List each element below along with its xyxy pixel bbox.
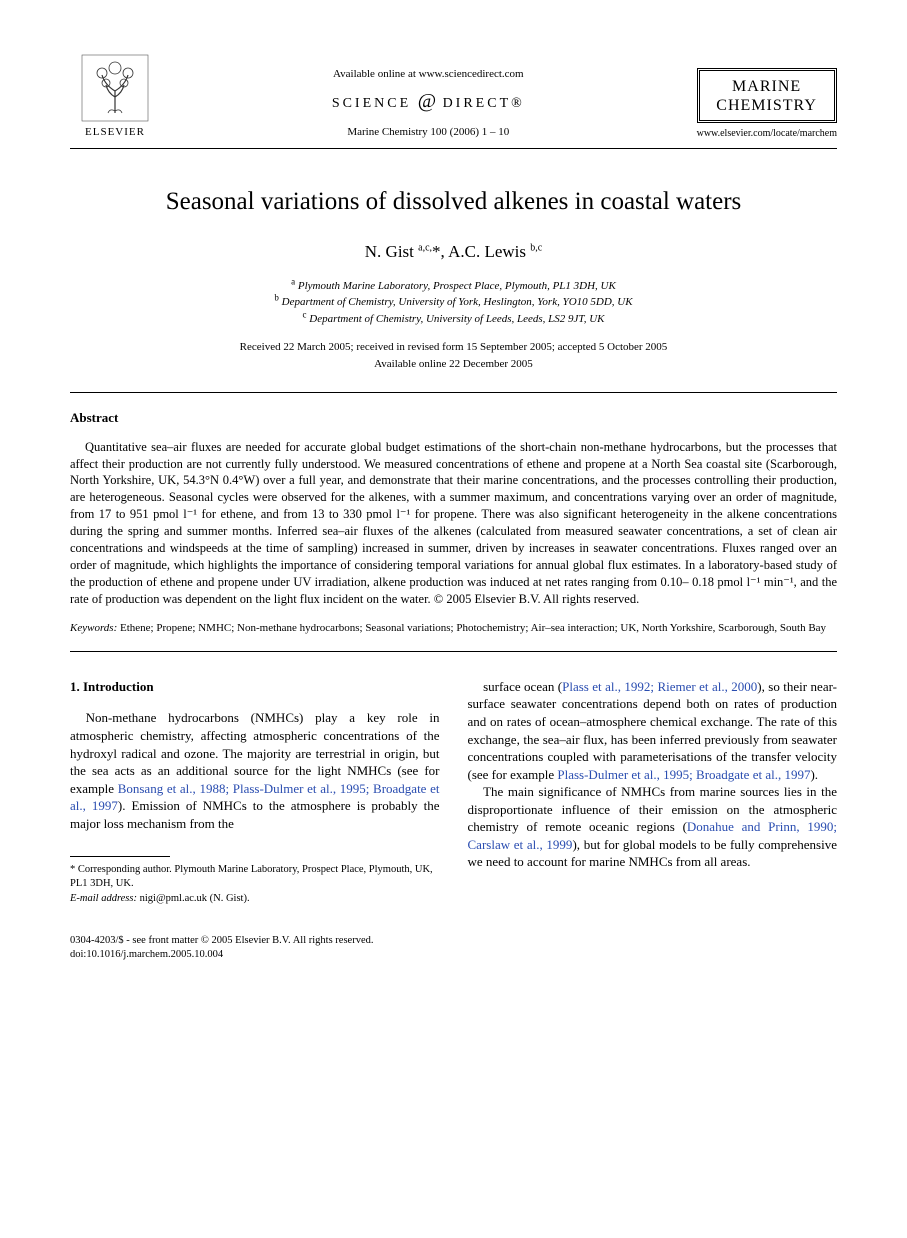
journal-url: www.elsevier.com/locate/marchem xyxy=(697,127,837,141)
copyright-line: 0304-4203/$ - see front matter © 2005 El… xyxy=(70,934,837,948)
sciencedirect-logo: SCIENCE @ DIRECT® xyxy=(170,88,687,115)
intro-para-1-right: surface ocean (Plass et al., 1992; Rieme… xyxy=(468,678,838,783)
article-title: Seasonal variations of dissolved alkenes… xyxy=(70,185,837,219)
intro-para-2-right: The main significance of NMHCs from mari… xyxy=(468,783,838,871)
abstract-heading: Abstract xyxy=(70,409,837,427)
dates-online: Available online 22 December 2005 xyxy=(70,356,837,373)
elsevier-tree-icon xyxy=(80,53,150,123)
sd-left: SCIENCE xyxy=(332,96,411,111)
publisher-name: ELSEVIER xyxy=(85,125,145,140)
author-2: A.C. Lewis b,c xyxy=(448,242,542,261)
section-1-heading: 1. Introduction xyxy=(70,678,440,696)
doi-line: doi:10.1016/j.marchem.2005.10.004 xyxy=(70,948,837,962)
author-1: N. Gist a,c,* xyxy=(365,242,441,261)
journal-title-box: MARINE CHEMISTRY xyxy=(697,68,837,122)
abstract-rule-top xyxy=(70,392,837,393)
publisher-logo: ELSEVIER xyxy=(70,40,160,140)
body-columns: 1. Introduction Non-methane hydrocarbons… xyxy=(70,678,837,906)
article-dates: Received 22 March 2005; received in revi… xyxy=(70,339,837,372)
sd-right: DIRECT® xyxy=(443,96,525,111)
email-label: E-mail address: xyxy=(70,893,137,904)
header-rule xyxy=(70,148,837,149)
footnote-email: E-mail address: nigi@pml.ac.uk (N. Gist)… xyxy=(70,892,440,906)
authors-line: N. Gist a,c,*, A.C. Lewis b,c xyxy=(70,241,837,264)
citation-line: Marine Chemistry 100 (2006) 1 – 10 xyxy=(170,125,687,140)
footnote-corr: * Corresponding author. Plymouth Marine … xyxy=(70,863,440,891)
affiliation-c: c Department of Chemistry, University of… xyxy=(70,311,837,328)
page-header: ELSEVIER Available online at www.science… xyxy=(70,40,837,140)
journal-branding: MARINE CHEMISTRY www.elsevier.com/locate… xyxy=(697,68,837,140)
affiliations: a Plymouth Marine Laboratory, Prospect P… xyxy=(70,278,837,328)
right-column: surface ocean (Plass et al., 1992; Rieme… xyxy=(468,678,838,906)
corresponding-author-footnote: * Corresponding author. Plymouth Marine … xyxy=(70,863,440,906)
copyright-doi: 0304-4203/$ - see front matter © 2005 El… xyxy=(70,934,837,962)
email-value: nigi@pml.ac.uk (N. Gist). xyxy=(140,893,250,904)
ref-link-3[interactable]: Plass-Dulmer et al., 1995; Broadgate et … xyxy=(557,767,810,782)
abstract-rule-bottom xyxy=(70,651,837,652)
affiliation-a: a Plymouth Marine Laboratory, Prospect P… xyxy=(70,278,837,295)
keywords: Keywords: Ethene; Propene; NMHC; Non-met… xyxy=(70,621,837,636)
keywords-label: Keywords: xyxy=(70,622,117,634)
abstract-text: Quantitative sea–air fluxes are needed f… xyxy=(70,439,837,608)
intro-para-1-left: Non-methane hydrocarbons (NMHCs) play a … xyxy=(70,709,440,832)
affiliation-b: b Department of Chemistry, University of… xyxy=(70,294,837,311)
keywords-text: Ethene; Propene; NMHC; Non-methane hydro… xyxy=(120,622,826,634)
left-column: 1. Introduction Non-methane hydrocarbons… xyxy=(70,678,440,906)
journal-name-2: CHEMISTRY xyxy=(710,96,824,115)
at-symbol-icon: @ xyxy=(418,90,436,112)
available-online-text: Available online at www.sciencedirect.co… xyxy=(170,67,687,82)
dates-received: Received 22 March 2005; received in revi… xyxy=(70,339,837,356)
footnote-rule xyxy=(70,856,170,857)
ref-link-2[interactable]: Plass et al., 1992; Riemer et al., 2000 xyxy=(562,679,757,694)
header-center: Available online at www.sciencedirect.co… xyxy=(160,67,697,140)
journal-name-1: MARINE xyxy=(710,77,824,96)
